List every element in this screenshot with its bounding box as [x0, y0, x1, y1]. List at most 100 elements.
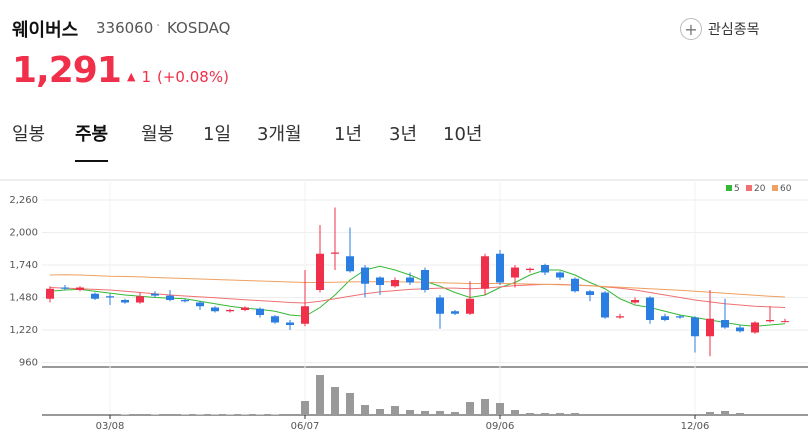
candle-body: [196, 302, 204, 307]
y-tick-label: 2,260: [9, 195, 38, 206]
volume-bar: [781, 414, 789, 415]
volume-bar: [241, 414, 249, 415]
volume-bar: [316, 375, 324, 415]
candle-body: [271, 316, 279, 323]
candle-body: [166, 295, 174, 300]
candle-body: [46, 288, 54, 299]
candle-body: [211, 307, 219, 312]
tab[interactable]: 3개월: [257, 124, 302, 145]
volume-bar: [421, 411, 429, 415]
candle-body: [496, 253, 504, 283]
tab[interactable]: 주봉: [75, 120, 109, 162]
watch-button[interactable]: + 관심종목: [680, 18, 760, 40]
candle-body: [181, 300, 189, 302]
candle-body: [781, 321, 789, 323]
candle-body: [691, 317, 699, 337]
candle-body: [616, 316, 624, 318]
volume-bar: [256, 414, 264, 415]
plus-icon: +: [680, 18, 702, 40]
volume-bar: [766, 414, 774, 415]
candle-body: [61, 287, 69, 289]
stock-code: 336060: [96, 19, 154, 37]
candle-body: [721, 320, 729, 328]
volume-bar: [301, 401, 309, 415]
x-tick-label: 09/06: [486, 421, 515, 432]
separator: ·: [156, 19, 161, 34]
y-tick-label: 2,000: [9, 228, 38, 239]
candle-body: [226, 310, 234, 312]
volume-bar: [46, 414, 54, 415]
candle-body: [736, 327, 744, 332]
x-tick-label: 06/07: [291, 421, 320, 432]
candle-body: [421, 270, 429, 290]
tab[interactable]: 1년: [334, 124, 363, 145]
x-tick-label: 03/08: [96, 421, 125, 432]
moving-average: [49, 274, 786, 298]
candle-body: [481, 256, 489, 289]
volume-bar: [736, 413, 744, 415]
change-pct: (+0.08%): [157, 68, 229, 86]
volume-bar: [376, 409, 384, 415]
volume-bar: [556, 413, 564, 415]
volume-bar: [286, 414, 294, 415]
legend-swatch: [772, 185, 778, 191]
volume-bar: [661, 414, 669, 415]
x-tick-label: 12/06: [681, 421, 710, 432]
volume-bar: [496, 403, 504, 415]
candle-body: [136, 296, 144, 303]
volume-bar: [466, 402, 474, 415]
candle-body: [646, 297, 654, 320]
volume-bar: [331, 387, 339, 415]
volume-bar: [541, 413, 549, 415]
candle-body: [331, 252, 339, 254]
legend-label: 5: [734, 184, 740, 194]
volume-bar: [391, 406, 399, 415]
y-tick-label: 960: [19, 358, 38, 369]
candle-body: [241, 307, 249, 310]
volume-bar: [601, 414, 609, 415]
candle-body: [376, 277, 384, 285]
candle-body: [541, 265, 549, 273]
volume-bar: [631, 414, 639, 415]
candle-body: [316, 253, 324, 290]
candle-body: [436, 297, 444, 314]
candle-body: [661, 316, 669, 320]
stock-name: 웨이버스: [12, 20, 79, 41]
legend-label: 20: [754, 184, 766, 194]
volume-bar: [706, 412, 714, 415]
candle-body: [706, 318, 714, 337]
volume-bar: [61, 414, 69, 415]
volume-bar: [181, 414, 189, 415]
volume-bar: [676, 414, 684, 415]
candle-body: [676, 316, 684, 318]
tab[interactable]: 1일: [203, 124, 232, 145]
candle-body: [301, 306, 309, 324]
volume-bar: [511, 410, 519, 415]
volume-bar: [526, 413, 534, 415]
volume-bar: [211, 414, 219, 415]
legend-swatch: [726, 185, 732, 191]
volume-bar: [721, 411, 729, 415]
volume-bar: [226, 414, 234, 415]
tab[interactable]: 3년: [389, 124, 418, 145]
candle-body: [121, 300, 129, 303]
volume-bar: [271, 414, 279, 415]
market: KOSDAQ: [167, 19, 231, 37]
candle-body: [286, 322, 294, 325]
volume-bar: [481, 399, 489, 415]
volume-bar: [76, 414, 84, 415]
tab[interactable]: 10년: [443, 124, 483, 145]
candle-body: [151, 293, 159, 296]
volume-bar: [436, 411, 444, 415]
tab[interactable]: 일봉: [12, 124, 46, 145]
volume-bar: [361, 405, 369, 415]
legend-swatch: [746, 185, 752, 191]
candle-body: [766, 320, 774, 322]
volume-bar: [196, 414, 204, 415]
moving-average: [49, 283, 786, 308]
volume-bar: [451, 412, 459, 415]
tab[interactable]: 월봉: [141, 124, 175, 145]
candle-body: [346, 256, 354, 272]
